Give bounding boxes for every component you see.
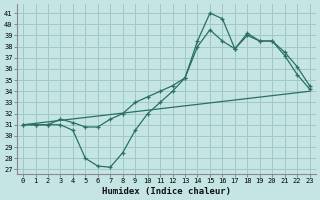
X-axis label: Humidex (Indice chaleur): Humidex (Indice chaleur) (102, 187, 231, 196)
